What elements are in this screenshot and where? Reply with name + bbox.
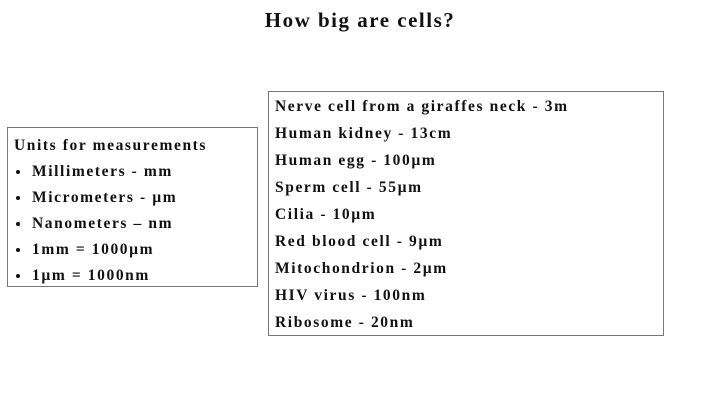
size-item: Sperm cell - 55µm	[275, 179, 423, 196]
bullet-dot	[16, 274, 20, 278]
bullet-text: Nanometers – nm	[32, 215, 174, 232]
size-item: Red blood cell - 9µm	[275, 233, 444, 250]
size-item: Cilia - 10µm	[275, 206, 377, 223]
units-heading: Units for measurements	[14, 137, 208, 154]
size-item: Nerve cell from a giraffes neck - 3m	[275, 98, 569, 115]
size-item: Ribosome - 20nm	[275, 314, 415, 331]
units-box: Units for measurements Millimeters - mm M…	[7, 127, 258, 287]
bullet-item: 1µm = 1000nm	[14, 263, 257, 289]
bullet-item: 1mm = 1000µm	[14, 237, 257, 263]
bullet-dot	[16, 222, 20, 226]
bullet-item: Micrometers - µm	[14, 185, 257, 211]
sizes-box: Nerve cell from a giraffes neck - 3m Huma…	[268, 91, 664, 336]
bullet-text: 1µm = 1000nm	[32, 267, 150, 284]
bullet-item: Nanometers – nm	[14, 211, 257, 237]
size-item: Human kidney - 13cm	[275, 125, 453, 142]
bullet-dot	[16, 170, 20, 174]
size-item: Mitochondrion - 2µm	[275, 260, 448, 277]
slide-title: How big are cells?	[264, 8, 456, 32]
size-item: HIV virus - 100nm	[275, 287, 427, 304]
bullet-dot	[16, 248, 20, 252]
size-item: Human egg - 100µm	[275, 152, 437, 169]
bullet-text: 1mm = 1000µm	[32, 241, 155, 258]
bullet-text: Millimeters - mm	[32, 163, 173, 180]
bullet-item: Millimeters - mm	[14, 159, 257, 185]
bullet-dot	[16, 196, 20, 200]
bullet-text: Micrometers - µm	[32, 189, 178, 206]
